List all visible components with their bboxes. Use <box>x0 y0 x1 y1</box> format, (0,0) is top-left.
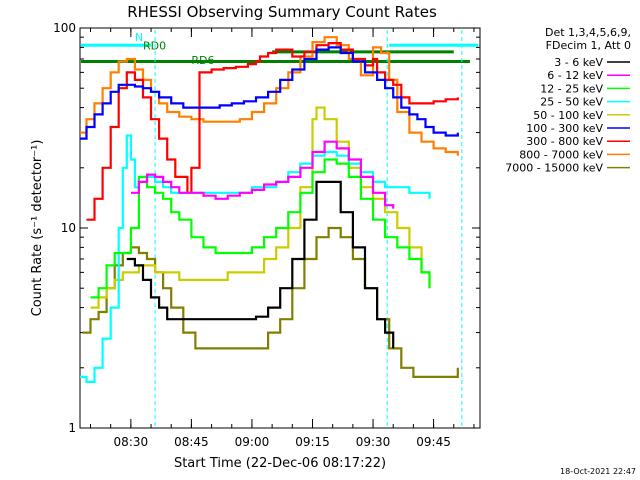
legend: Det 1,3,4,5,6,9, FDecim 1, Att 0 3 - 6 k… <box>505 26 631 175</box>
x-tick-labels: 08:30 08:45 09:00 09:15 09:30 09:45 <box>114 435 451 449</box>
legend-entry-label: 100 - 300 keV <box>526 122 603 135</box>
legend-entry-label: 12 - 25 keV <box>540 82 603 95</box>
series-lines <box>80 36 459 383</box>
legend-header-line-1: Det 1,3,4,5,6,9, <box>545 26 631 39</box>
x-tick-label: 09:00 <box>235 435 270 449</box>
legend-entry-label: 6 - 12 keV <box>547 69 603 82</box>
series-line-4 <box>90 106 431 309</box>
chart-title: RHESSI Observing Summary Count Rates <box>127 3 437 21</box>
x-tick-label: 08:45 <box>174 435 209 449</box>
y-tick-labels: 1 10 100 <box>53 21 76 435</box>
flag-bars <box>81 43 478 63</box>
legend-entry-label: 800 - 7000 keV <box>519 148 603 161</box>
vertical-markers <box>154 30 463 426</box>
series-line-5 <box>80 46 459 140</box>
flag-label-rd6: RD6 <box>191 54 214 67</box>
x-tick-label: 09:45 <box>416 435 451 449</box>
x-axis-label: Start Time (22-Dec-06 08:17:22) <box>174 456 386 471</box>
series-line-2 <box>90 158 431 299</box>
y-axis-label: Count Rate (s⁻¹ detector⁻¹) <box>30 140 45 317</box>
x-tick-label: 09:15 <box>295 435 330 449</box>
legend-entry-label: 25 - 50 keV <box>540 96 603 109</box>
legend-entry-label: 50 - 100 keV <box>533 109 603 122</box>
y-tick-label: 100 <box>53 21 76 35</box>
legend-entry-label: 300 - 800 keV <box>526 135 603 148</box>
legend-header-line-2: FDecim 1, Att 0 <box>546 39 631 52</box>
flag-label-n: N <box>135 31 143 44</box>
series-line-0 <box>126 180 395 349</box>
y-tick-label: 10 <box>61 221 76 235</box>
flag-label-rd0: RD0 <box>143 40 166 53</box>
axis-ticks <box>80 27 480 429</box>
series-line-8 <box>82 226 459 378</box>
y-tick-label: 1 <box>68 421 76 435</box>
legend-entry-label: 7000 - 15000 keV <box>505 162 603 175</box>
legend-entry-label: 3 - 6 keV <box>554 56 603 69</box>
x-tick-label: 09:30 <box>356 435 391 449</box>
plot-timestamp: 18-Oct-2021 22:47 <box>560 467 636 476</box>
series-line-1 <box>130 140 395 209</box>
x-tick-label: 08:30 <box>114 435 149 449</box>
